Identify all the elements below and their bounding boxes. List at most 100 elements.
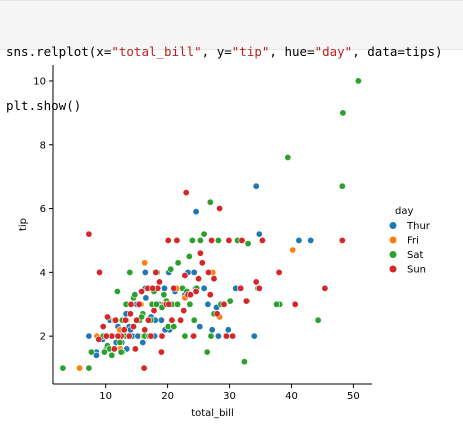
data-point-thur: [92, 351, 100, 359]
x-axis-label: total_bill: [191, 408, 234, 419]
data-point-sun: [144, 316, 152, 324]
data-point-sat: [87, 348, 95, 356]
legend-marker-sat: [388, 250, 398, 259]
legend-marker-thur: [388, 221, 398, 230]
data-point-sun: [131, 345, 139, 353]
data-point-sun: [237, 284, 245, 292]
data-point-thur: [142, 294, 150, 302]
legend-label-fri: Fri: [407, 236, 419, 247]
data-point-sat: [113, 288, 121, 296]
x-tick-label: 10: [99, 391, 112, 402]
data-point-sun: [114, 332, 122, 340]
code-token: sns.relplot(x=: [6, 44, 112, 59]
code-token: , hue=: [269, 44, 315, 59]
data-point-sun: [99, 323, 107, 331]
data-point-sun: [150, 307, 158, 315]
data-point-sun: [182, 189, 190, 197]
code-string-token: "tip": [231, 44, 270, 59]
data-point-sat: [284, 154, 292, 162]
data-point-sat: [174, 259, 182, 267]
data-point-sun: [208, 236, 216, 244]
data-point-sat: [214, 236, 222, 244]
data-point-sun: [205, 268, 213, 276]
data-point-thur: [295, 236, 303, 244]
data-point-thur: [85, 332, 93, 340]
data-point-sat: [181, 332, 189, 340]
data-point-sun: [149, 284, 157, 292]
data-point-sun: [338, 236, 346, 244]
data-point-sat: [170, 323, 178, 331]
x-tick-label: 40: [285, 391, 298, 402]
data-point-sun: [196, 249, 204, 257]
data-point-sat: [126, 268, 134, 276]
data-point-thur: [208, 326, 216, 334]
data-point-sat: [186, 300, 194, 308]
code-token: plt.show(): [6, 98, 82, 113]
data-point-thur: [192, 208, 200, 216]
legend-label-thur: Thur: [406, 221, 431, 232]
data-point-sun: [321, 284, 329, 292]
data-point-sun: [141, 326, 149, 334]
data-point-sun: [190, 332, 198, 340]
data-point-sat: [108, 351, 116, 359]
data-point-thur: [157, 316, 165, 324]
code-cell[interactable]: sns.relplot(x="total_bill", y="tip", hue…: [0, 0, 463, 113]
data-point-sat: [207, 332, 215, 340]
data-point-thur: [200, 284, 208, 292]
data-point-sat: [196, 236, 204, 244]
data-point-sun: [210, 275, 218, 283]
data-point-sat: [338, 182, 346, 190]
data-point-sat: [138, 313, 146, 321]
data-point-sun: [135, 300, 143, 308]
x-tick-label: 30: [223, 391, 236, 402]
data-point-fri: [141, 259, 149, 267]
y-axis-label: tip: [18, 218, 29, 231]
data-point-sun: [187, 291, 195, 299]
data-point-sat: [160, 291, 168, 299]
data-point-thur: [204, 300, 212, 308]
data-point-sun: [258, 236, 266, 244]
data-point-sun: [126, 310, 134, 318]
y-tick-label: 6: [40, 204, 46, 215]
data-point-sun: [152, 268, 160, 276]
data-point-fri: [76, 364, 84, 372]
data-point-sat: [152, 300, 160, 308]
data-point-sat: [116, 338, 124, 346]
data-point-sun: [158, 332, 166, 340]
data-point-sun: [225, 236, 233, 244]
data-point-thur: [252, 182, 260, 190]
data-point-sun: [170, 284, 178, 292]
data-point-sun: [220, 300, 228, 308]
data-point-sun: [238, 236, 246, 244]
data-point-sun: [102, 332, 110, 340]
data-point-sun: [177, 316, 185, 324]
data-point-sat: [354, 77, 362, 85]
data-point-sun: [156, 278, 164, 286]
data-point-sat: [314, 316, 322, 324]
y-tick-label: 2: [40, 332, 46, 343]
data-point-sun: [96, 268, 104, 276]
plot-output: 10 20 30 40 50 2 4 6 8 10 total_bill tip day Thu…: [0, 50, 463, 427]
x-tick-label: 20: [161, 391, 174, 402]
legend-label-sat: Sat: [407, 250, 423, 261]
data-point-thur: [139, 338, 147, 346]
data-point-sun: [125, 332, 133, 340]
scatter-points: [59, 77, 362, 372]
code-string-token: "total_bill": [111, 44, 202, 59]
data-point-sun: [255, 284, 263, 292]
data-point-sun: [229, 332, 237, 340]
code-token: , data=tips): [352, 44, 443, 59]
data-point-sun: [110, 345, 118, 353]
legend-marker-sun: [388, 264, 398, 274]
data-point-sat: [131, 291, 139, 299]
data-point-sun: [164, 236, 172, 244]
data-point-sun: [112, 316, 120, 324]
data-point-sun: [147, 332, 155, 340]
data-point-thur: [224, 326, 232, 334]
data-point-fri: [289, 246, 297, 254]
data-point-sun: [181, 272, 189, 280]
data-point-sun: [252, 278, 260, 286]
x-ticks: 10 20 30 40 50: [99, 384, 360, 402]
data-point-sat: [200, 230, 208, 238]
data-point-sun: [198, 259, 206, 267]
